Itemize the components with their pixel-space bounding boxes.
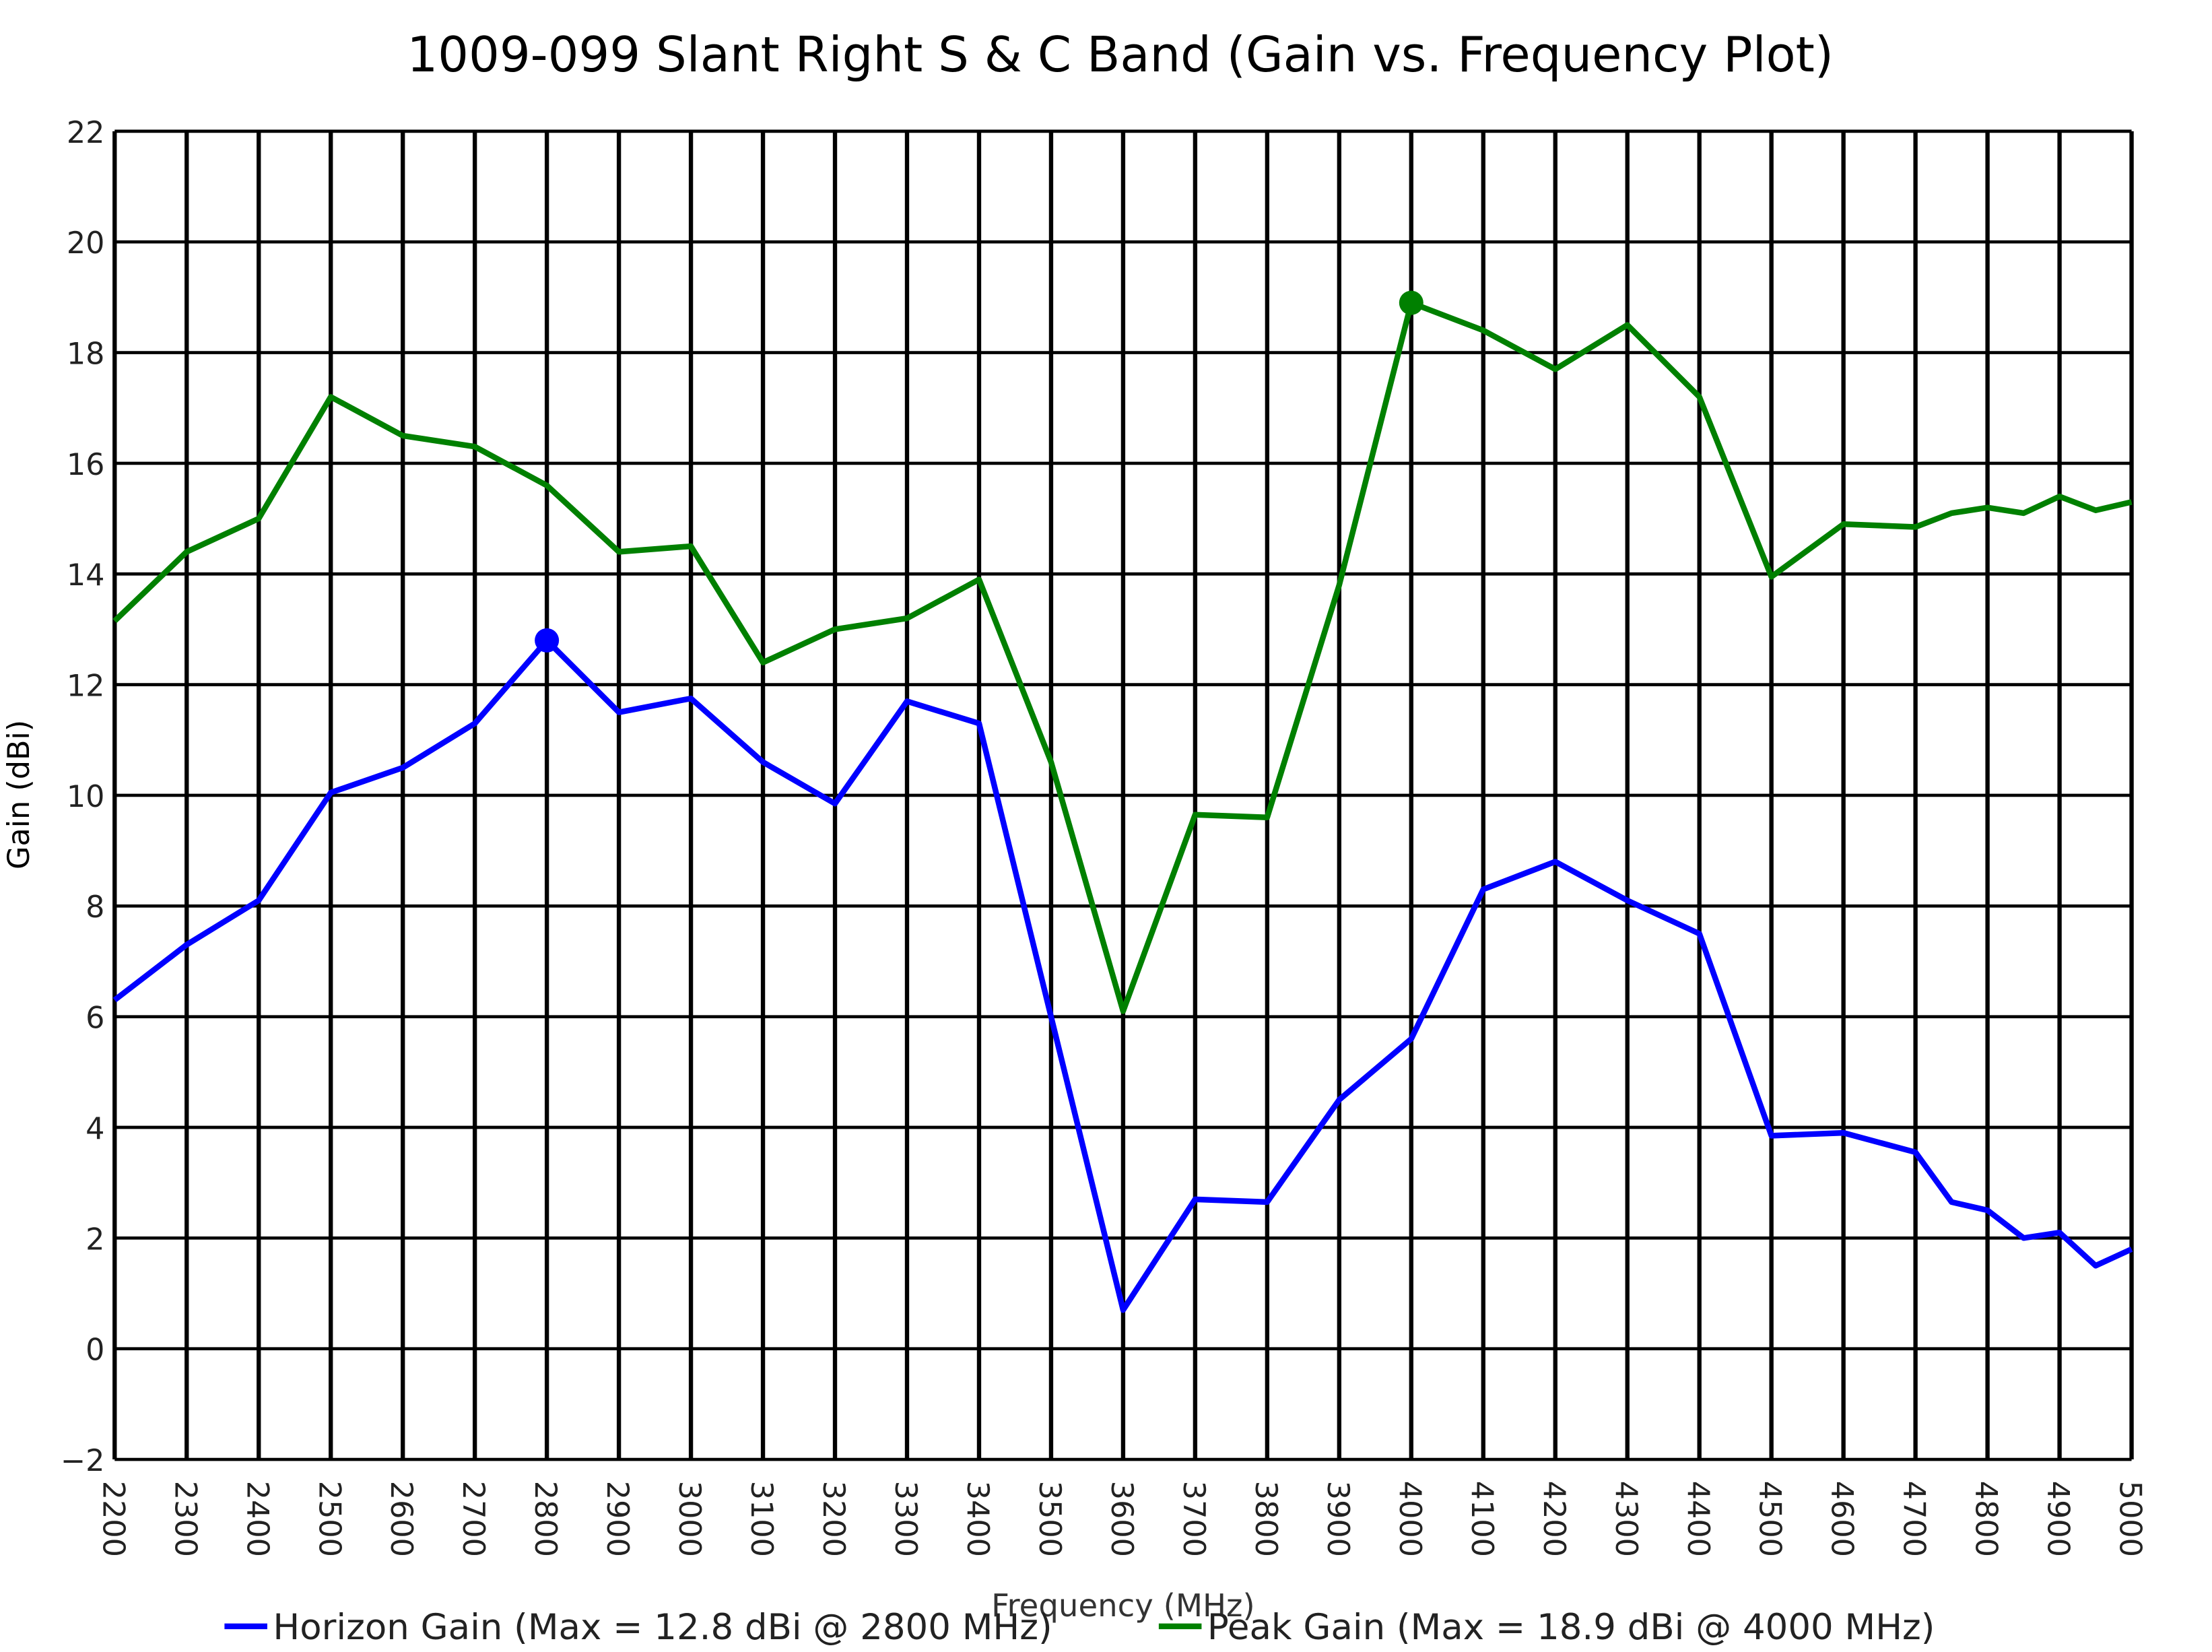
y-tick-label: 6 <box>86 1001 104 1036</box>
x-tick-label: 4700 <box>1897 1481 1931 1557</box>
y-tick-label: 12 <box>67 669 105 704</box>
grid <box>112 129 2134 1461</box>
y-tick-label: 10 <box>67 780 105 814</box>
x-tick-label: 3100 <box>744 1481 778 1557</box>
legend: Horizon Gain (Max = 12.8 dBi @ 2800 MHz)… <box>224 1607 1935 1648</box>
series-lines <box>112 290 2133 1313</box>
x-tick-label: 2700 <box>456 1481 490 1557</box>
x-tick-label: 4100 <box>1465 1481 1499 1557</box>
y-tick-label: 16 <box>67 448 105 482</box>
x-tick-label: 5000 <box>2113 1481 2147 1557</box>
x-tick-label: 4800 <box>1969 1481 2003 1557</box>
x-tick-label: 3900 <box>1320 1481 1355 1557</box>
x-tick-label: 4200 <box>1537 1481 1571 1557</box>
x-tick-label: 3000 <box>672 1481 706 1557</box>
x-tick-label: 3600 <box>1104 1481 1139 1557</box>
series-line-1 <box>112 300 2133 1014</box>
x-tick-label: 2600 <box>384 1481 418 1557</box>
x-tick-label: 3200 <box>816 1481 850 1557</box>
y-tick-label: 4 <box>86 1112 104 1146</box>
x-tick-label: 4400 <box>1681 1481 1715 1557</box>
y-tick-labels: −2 0 2 4 6 8 10 12 14 16 18 20 22 <box>61 116 105 1478</box>
x-tick-label: 3300 <box>888 1481 923 1557</box>
y-tick-label: 0 <box>86 1333 104 1368</box>
x-axis-label: Frequency (MHz) <box>991 1587 1255 1624</box>
y-axis-label: Gain (dBi) <box>2 720 36 869</box>
x-tick-label: 4900 <box>2041 1481 2075 1557</box>
y-tick-label: 14 <box>67 558 105 593</box>
x-tick-label: 2200 <box>96 1481 130 1557</box>
y-tick-label: 2 <box>86 1222 104 1257</box>
series-line-0 <box>112 637 2133 1313</box>
x-tick-label: 4300 <box>1609 1481 1643 1557</box>
x-tick-label: 3700 <box>1176 1481 1211 1557</box>
y-tick-label: 22 <box>67 116 105 150</box>
y-tick-label: 20 <box>67 226 105 261</box>
max-marker-0 <box>535 628 560 653</box>
y-tick-label: −2 <box>61 1444 105 1478</box>
legend-label-peak: Peak Gain (Max = 18.9 dBi @ 4000 MHz) <box>1207 1607 1935 1648</box>
x-tick-label: 3400 <box>960 1481 995 1557</box>
x-tick-label: 3500 <box>1032 1481 1067 1557</box>
y-tick-label: 18 <box>67 337 105 372</box>
x-tick-label: 2300 <box>168 1481 202 1557</box>
max-marker-1 <box>1399 290 1423 315</box>
x-tick-label: 2900 <box>600 1481 634 1557</box>
chart-title: 1009-099 Slant Right S & C Band (Gain vs… <box>407 26 1834 83</box>
y-tick-label: 8 <box>86 890 104 925</box>
x-tick-labels: 2200 2300 2400 2500 2600 2700 2800 2900 3000 3100… <box>96 1481 2147 1557</box>
x-tick-label: 4500 <box>1753 1481 1787 1557</box>
x-tick-label: 2500 <box>312 1481 346 1557</box>
x-tick-label: 4000 <box>1393 1481 1427 1557</box>
legend-label-horizon: Horizon Gain (Max = 12.8 dBi @ 2800 MHz) <box>273 1607 1052 1648</box>
x-tick-label: 4600 <box>1825 1481 1859 1557</box>
x-tick-label: 2800 <box>528 1481 562 1557</box>
x-tick-label: 3800 <box>1248 1481 1283 1557</box>
x-tick-label: 2400 <box>240 1481 274 1557</box>
